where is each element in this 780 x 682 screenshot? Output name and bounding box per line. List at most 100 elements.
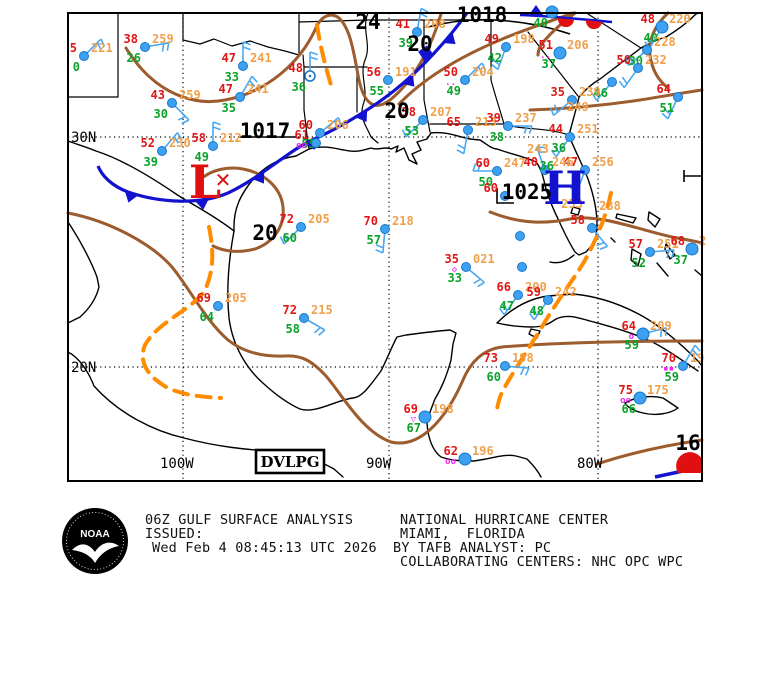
svg-text:259: 259 [152, 32, 174, 46]
svg-text:204: 204 [472, 65, 494, 79]
svg-text:196: 196 [472, 444, 494, 458]
svg-text:249: 249 [567, 100, 589, 114]
svg-text:246: 246 [552, 155, 574, 169]
svg-text:247: 247 [504, 156, 526, 170]
station-plot: 60 247 50 [472, 156, 526, 189]
svg-text:60: 60 [476, 156, 490, 170]
svg-text:40: 40 [644, 31, 658, 45]
svg-text:✕: ✕ [215, 168, 232, 192]
svg-text:66: 66 [622, 402, 636, 416]
svg-text:73: 73 [484, 351, 498, 365]
svg-text:60: 60 [484, 181, 498, 195]
svg-text:5: 5 [70, 41, 77, 55]
svg-text:H: H [543, 161, 586, 215]
svg-text:35: 35 [222, 101, 236, 115]
svg-text:oo: oo [445, 457, 456, 467]
svg-text:66: 66 [497, 280, 511, 294]
station-plot [515, 231, 525, 241]
svg-text:60: 60 [299, 118, 313, 132]
station-plot: 40 246 [524, 146, 574, 175]
svg-text:230: 230 [169, 136, 191, 150]
svg-text:44: 44 [549, 122, 563, 136]
svg-text:oo: oo [620, 396, 631, 406]
svg-text:209: 209 [650, 319, 672, 333]
svg-text:41: 41 [396, 17, 410, 31]
svg-text:40: 40 [524, 155, 538, 169]
svg-text:239: 239 [579, 85, 601, 99]
svg-text:70: 70 [662, 351, 676, 365]
caption-collaborators: COLLABORATING CENTERS: NHC OPC WPC [400, 554, 684, 570]
svg-text:50: 50 [444, 65, 458, 79]
svg-text:220: 220 [669, 12, 691, 26]
svg-text:o: o [629, 332, 634, 342]
svg-text:207: 207 [430, 105, 452, 119]
svg-text:46: 46 [594, 86, 608, 100]
station-plot: 47 256 [564, 155, 614, 194]
us-gulf-atlantic-coastline [233, 12, 700, 256]
svg-text:58: 58 [192, 131, 206, 145]
station-plot: 35 239 [549, 85, 601, 117]
svg-text:51: 51 [660, 101, 674, 115]
svg-text:37: 37 [674, 253, 688, 267]
station-plot: 73 198 60 [484, 351, 534, 384]
station-plot: 64 209 59o [622, 319, 672, 352]
svg-text:58: 58 [286, 322, 300, 336]
svg-text:62: 62 [444, 444, 458, 458]
svg-text:57: 57 [367, 233, 381, 247]
svg-text:20: 20 [252, 221, 277, 245]
svg-text:49: 49 [195, 150, 209, 164]
svg-text:56: 56 [367, 65, 381, 79]
svg-text:237: 237 [515, 111, 537, 125]
mexico-gulf-yucatan-coastline [227, 230, 542, 478]
svg-text:238: 238 [599, 199, 621, 213]
svg-text:47: 47 [222, 51, 236, 65]
svg-text:69: 69 [197, 291, 211, 305]
station-plot: 66 200 47 [497, 280, 547, 316]
bahamas-islands [610, 211, 703, 277]
station-plot: 38 259 26 [124, 32, 174, 65]
svg-text:64: 64 [657, 82, 671, 96]
svg-text:221: 221 [91, 41, 113, 55]
svg-text:65: 65 [447, 115, 461, 129]
svg-text:243: 243 [527, 142, 549, 156]
svg-text:43: 43 [151, 88, 165, 102]
station-plot: 60 [484, 181, 510, 201]
station-plot: 69 198 67▽ [404, 402, 454, 435]
svg-text:198: 198 [432, 402, 454, 416]
svg-text:51: 51 [539, 38, 553, 52]
station-plot: 72 205 60 [280, 212, 330, 245]
station-plot: 52 230 39 [141, 132, 191, 169]
svg-text:205: 205 [225, 291, 247, 305]
svg-text:16: 16 [675, 431, 700, 455]
station-plot: 249 [567, 100, 589, 114]
svg-text:20: 20 [384, 99, 409, 123]
svg-text:35: 35 [445, 252, 459, 266]
map-frame [67, 12, 703, 482]
svg-text:198: 198 [513, 32, 535, 46]
map-labels: 30N 20N 100W 90W 80W L✕ H 1017 1018 1025 242 0 20 20 1… [71, 3, 701, 475]
svg-text:52: 52 [632, 256, 646, 270]
isobar-lines [238, 18, 702, 204]
svg-text:50: 50 [617, 53, 631, 67]
svg-text:253: 253 [561, 197, 583, 211]
svg-text:58: 58 [571, 213, 585, 227]
svg-text:42: 42 [488, 51, 502, 65]
svg-text:..: .. [445, 78, 456, 88]
svg-text:39: 39 [487, 111, 501, 125]
station-plot: 58 212 49 [192, 121, 242, 164]
coastlines-and-borders [67, 12, 703, 478]
svg-text:33: 33 [448, 271, 462, 285]
svg-text:38: 38 [124, 32, 138, 46]
station-plot: 47 241 33 [222, 41, 272, 84]
svg-text:100W: 100W [160, 456, 194, 472]
svg-text:206: 206 [327, 118, 349, 132]
svg-text:▪▪: ▪▪ [663, 364, 674, 374]
svg-text:64: 64 [622, 319, 636, 333]
svg-text:68: 68 [671, 234, 685, 248]
svg-text:40: 40 [534, 16, 548, 30]
station-plot: 50 204 49.. [444, 62, 494, 98]
svg-text:L: L [189, 155, 221, 209]
svg-text:200: 200 [525, 280, 547, 294]
